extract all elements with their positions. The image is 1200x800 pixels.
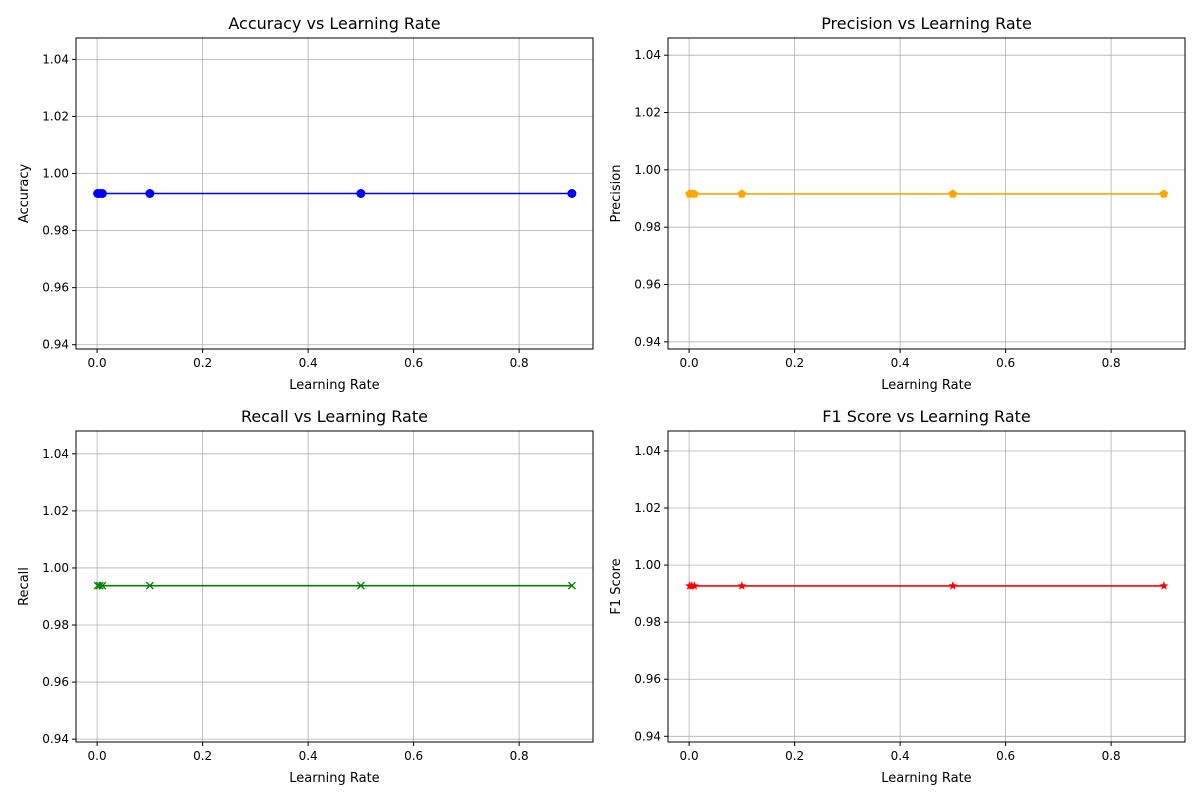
data-point xyxy=(737,581,747,590)
x-tick-label: 0.4 xyxy=(891,356,910,370)
data-point xyxy=(948,581,958,590)
y-tick-label: 1.02 xyxy=(42,504,69,518)
x-tick-label: 0.8 xyxy=(1102,356,1121,370)
y-tick-label: 0.94 xyxy=(634,729,661,743)
y-tick-label: 0.96 xyxy=(634,278,661,292)
x-tick-label: 0.8 xyxy=(510,356,529,370)
x-tick-label: 0.0 xyxy=(88,356,107,370)
data-point xyxy=(98,581,107,590)
x-tick-label: 0.0 xyxy=(680,356,699,370)
x-tick-label: 0.6 xyxy=(404,356,423,370)
y-tick-label: 1.00 xyxy=(634,163,661,177)
x-tick-label: 0.6 xyxy=(996,356,1015,370)
x-axis-label: Learning Rate xyxy=(881,378,971,393)
x-tick-label: 0.4 xyxy=(299,749,318,763)
y-tick-label: 0.94 xyxy=(42,732,69,746)
y-tick-label: 1.04 xyxy=(634,48,661,62)
data-point xyxy=(145,581,154,590)
y-tick-label: 1.04 xyxy=(42,52,69,66)
x-tick-label: 0.8 xyxy=(510,749,529,763)
subplot-3: 0.0 0.2 0.4 0.6 0.8 0.94 0.96 0.98 1.00 1.02 1.04 R… xyxy=(17,407,594,786)
subplot-1: 0.0 0.2 0.4 0.6 0.8 0.94 0.96 0.98 1.00 1.02 1.04 A… xyxy=(17,14,594,393)
x-tick-label: 0.2 xyxy=(193,356,212,370)
data-point xyxy=(948,189,958,198)
subplot-2: 0.0 0.2 0.4 0.6 0.8 0.94 0.96 0.98 1.00 1.02 1.04 P… xyxy=(609,14,1186,393)
y-tick-label: 0.94 xyxy=(634,335,661,349)
x-axis-label: Learning Rate xyxy=(881,771,971,786)
y-tick-label: 0.98 xyxy=(42,618,69,632)
x-tick-label: 0.4 xyxy=(891,749,910,763)
data-point xyxy=(690,189,699,198)
plot-frame xyxy=(667,37,1186,350)
x-axis-label: Learning Rate xyxy=(289,378,379,393)
plot-frame xyxy=(75,430,594,743)
x-axis-label: Learning Rate xyxy=(289,771,379,786)
data-point xyxy=(567,581,576,590)
data-point xyxy=(145,189,155,198)
y-tick-label: 0.96 xyxy=(42,675,69,689)
y-tick-label: 1.02 xyxy=(42,109,69,123)
y-tick-label: 1.02 xyxy=(634,501,661,515)
data-point xyxy=(356,581,365,590)
data-point-stroke xyxy=(98,581,107,590)
chart-title: Accuracy vs Learning Rate xyxy=(228,14,440,33)
y-tick-label: 0.98 xyxy=(42,224,69,238)
data-point-stroke xyxy=(356,581,365,590)
x-tick-label: 0.0 xyxy=(88,749,107,763)
chart-title: Precision vs Learning Rate xyxy=(821,14,1032,33)
y-axis-label: F1 Score xyxy=(609,558,624,614)
y-tick-label: 1.02 xyxy=(634,106,661,120)
data-point xyxy=(567,189,577,198)
data-point-stroke xyxy=(95,581,104,590)
y-tick-label: 0.96 xyxy=(42,281,69,295)
data-point xyxy=(1159,189,1169,198)
y-tick-label: 1.04 xyxy=(42,447,69,461)
chart-title: F1 Score vs Learning Rate xyxy=(822,407,1031,426)
plot-frame xyxy=(667,430,1186,743)
data-point xyxy=(689,581,699,590)
chart-title: Recall vs Learning Rate xyxy=(241,407,428,426)
y-axis-label: Accuracy xyxy=(17,164,32,224)
data-point xyxy=(95,581,104,590)
y-tick-label: 0.94 xyxy=(42,338,69,352)
data-point-stroke xyxy=(145,581,154,590)
x-tick-label: 0.8 xyxy=(1102,749,1121,763)
y-tick-label: 1.00 xyxy=(42,561,69,575)
x-tick-label: 0.6 xyxy=(996,749,1015,763)
x-tick-label: 0.2 xyxy=(785,356,804,370)
y-tick-label: 1.00 xyxy=(634,558,661,572)
subplot-4: 0.0 0.2 0.4 0.6 0.8 0.94 0.96 0.98 1.00 1.02 1.04 F… xyxy=(609,407,1186,786)
x-tick-label: 0.0 xyxy=(680,749,699,763)
x-tick-label: 0.6 xyxy=(404,749,423,763)
y-tick-label: 0.96 xyxy=(634,672,661,686)
y-tick-label: 0.98 xyxy=(634,615,661,629)
y-tick-label: 1.00 xyxy=(42,167,69,181)
data-point xyxy=(737,189,747,198)
x-tick-label: 0.2 xyxy=(193,749,212,763)
data-point xyxy=(356,189,366,198)
plot-frame xyxy=(75,37,594,350)
x-tick-label: 0.2 xyxy=(785,749,804,763)
data-point-stroke xyxy=(567,581,576,590)
y-tick-label: 1.04 xyxy=(634,444,661,458)
y-axis-label: Recall xyxy=(17,567,32,606)
x-tick-label: 0.4 xyxy=(299,356,318,370)
data-point xyxy=(1159,581,1169,590)
y-axis-label: Precision xyxy=(609,164,624,222)
data-point xyxy=(97,189,107,198)
y-tick-label: 0.98 xyxy=(634,220,661,234)
